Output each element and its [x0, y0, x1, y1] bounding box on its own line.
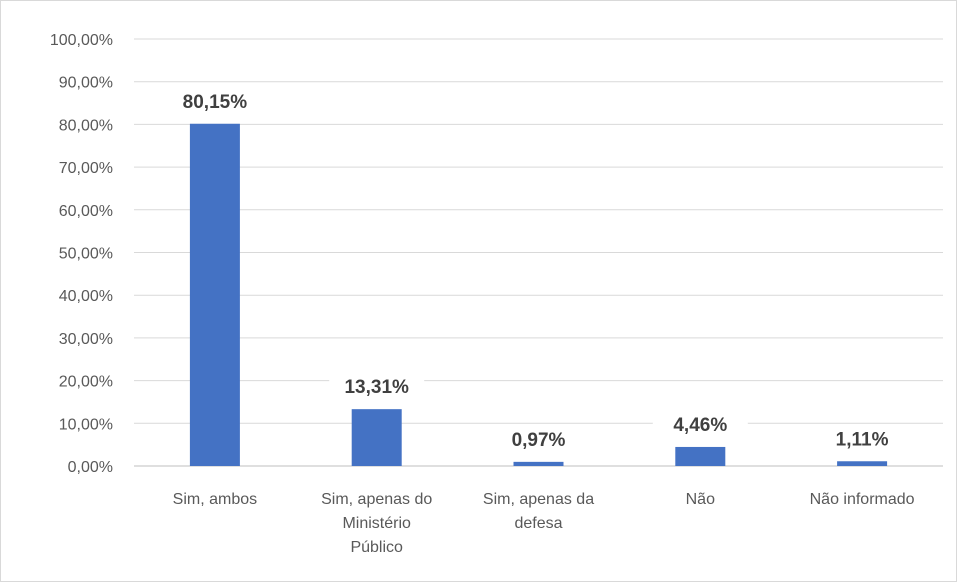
x-axis-categories: Sim, ambos Sim, apenas do Ministério Públic…: [173, 491, 915, 556]
gridlines: [134, 38, 943, 467]
y-tick-label: 30,00%: [59, 331, 113, 348]
bar: [675, 446, 726, 466]
category-label: Sim, ambos: [173, 491, 257, 508]
category-label: Sim, apenas da: [483, 491, 594, 508]
data-label: 80,15%: [183, 92, 248, 113]
data-label-background: [167, 86, 263, 115]
y-tick-label: 60,00%: [59, 203, 113, 220]
y-axis-ticks: 0,00% 10,00% 20,00% 30,00% 40,00% 50,00% 60,00…: [50, 32, 113, 476]
category-label: Não: [686, 491, 715, 508]
y-tick-label: 80,00%: [59, 117, 113, 134]
y-tick-label: 40,00%: [59, 288, 113, 305]
data-label: 1,11%: [836, 429, 889, 450]
data-label: 4,46%: [673, 415, 727, 436]
y-tick-label: 20,00%: [59, 374, 113, 391]
data-label-background: [329, 372, 425, 401]
y-tick-label: 10,00%: [59, 416, 113, 433]
y-tick-label: 0,00%: [68, 459, 113, 476]
bar: [351, 409, 402, 466]
bar: [837, 461, 888, 466]
data-label-background: [652, 409, 748, 438]
y-tick-label: 70,00%: [59, 160, 113, 177]
data-label: 13,31%: [344, 377, 409, 398]
data-label: 0,97%: [512, 430, 566, 451]
bars: [189, 123, 888, 467]
y-tick-label: 90,00%: [59, 75, 113, 92]
category-label: defesa: [514, 515, 562, 532]
category-label: Ministério: [342, 515, 411, 532]
category-label: Não informado: [810, 491, 915, 508]
data-labels: 80,15% 13,31% 0,97% 4,46% 1,11%: [167, 86, 910, 453]
data-label-background: [814, 424, 910, 453]
bar: [189, 123, 240, 467]
category-label: Sim, apenas do: [321, 491, 432, 508]
y-tick-label: 100,00%: [50, 32, 113, 49]
bar: [513, 461, 564, 466]
data-label-background: [491, 424, 586, 453]
category-label: Público: [350, 539, 403, 556]
y-tick-label: 50,00%: [59, 246, 113, 263]
